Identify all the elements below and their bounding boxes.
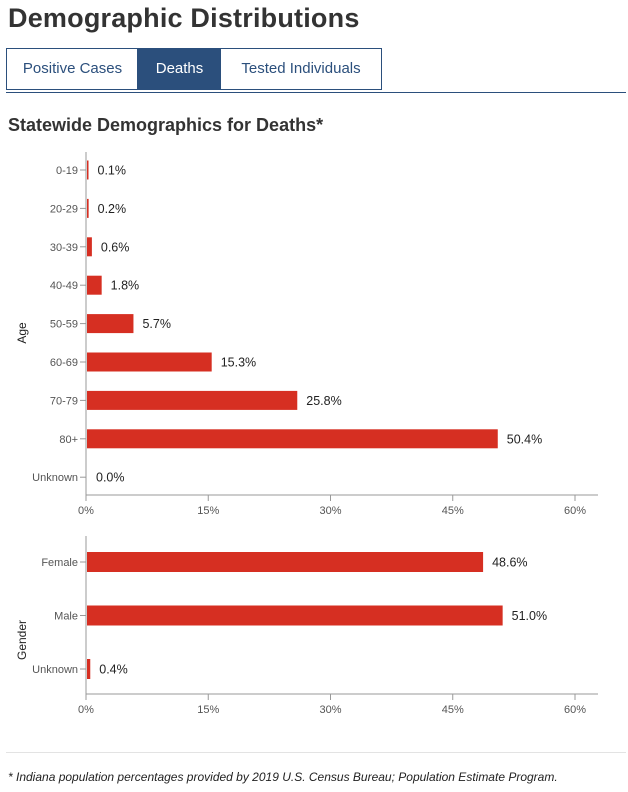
data-label: 50.4% <box>507 432 542 446</box>
bar <box>87 429 498 449</box>
category-label: Female <box>41 557 78 569</box>
age-chart: Age 0-19 0.1% 20-29 0.2% 30-39 0.6% 40-49 1.8% 50… <box>15 152 598 517</box>
footnote: * Indiana population percentages provide… <box>8 770 558 784</box>
category-label: 70-79 <box>50 395 78 407</box>
x-tick-label: 45% <box>442 505 464 517</box>
bar <box>87 237 92 257</box>
category-label: Male <box>54 611 78 623</box>
section-title: Statewide Demographics for Deaths* <box>8 115 324 135</box>
category-label: 20-29 <box>50 203 78 215</box>
x-tick-label: 60% <box>564 505 586 517</box>
tab-bar: Positive Cases Deaths Tested Individuals <box>6 48 626 93</box>
x-tick-label: 15% <box>197 505 219 517</box>
bar <box>87 352 212 372</box>
x-tick-label: 0% <box>78 704 94 716</box>
category-label: 40-49 <box>50 280 78 292</box>
x-tick-label: 30% <box>319 505 341 517</box>
gender-chart: Gender Female 48.6% Male 51.0% Unknown 0.4% 0% 1… <box>15 536 598 716</box>
bar <box>87 659 91 679</box>
tab-positive-cases[interactable]: Positive Cases <box>6 48 139 90</box>
x-tick-label: 60% <box>564 704 586 716</box>
bar <box>87 605 503 626</box>
data-label: 5.7% <box>142 317 171 331</box>
bar <box>87 390 298 410</box>
y-axis-title: Age <box>15 322 29 344</box>
bar <box>87 160 89 180</box>
data-label: 48.6% <box>492 556 527 570</box>
data-label: 1.8% <box>111 279 140 293</box>
data-label: 15.3% <box>221 356 256 370</box>
bar <box>87 552 484 572</box>
data-label: 25.8% <box>306 394 341 408</box>
data-label: 0.0% <box>96 471 125 485</box>
divider <box>6 752 626 753</box>
x-tick-label: 45% <box>442 704 464 716</box>
data-label: 51.0% <box>512 609 547 623</box>
data-label: 0.2% <box>98 202 127 216</box>
category-label: 50-59 <box>50 319 78 331</box>
bar <box>87 198 89 218</box>
x-tick-label: 30% <box>319 704 341 716</box>
category-label: 60-69 <box>50 357 78 369</box>
data-label: 0.4% <box>99 663 128 677</box>
x-tick-label: 0% <box>78 505 94 517</box>
category-label: 80+ <box>59 434 78 446</box>
y-axis-title: Gender <box>15 620 29 660</box>
tab-deaths[interactable]: Deaths <box>137 48 222 90</box>
tab-tested-individuals[interactable]: Tested Individuals <box>220 48 382 90</box>
bar <box>87 314 134 334</box>
category-label: Unknown <box>32 664 78 676</box>
category-label: Unknown <box>32 472 78 484</box>
x-tick-label: 15% <box>197 704 219 716</box>
page-title: Demographic Distributions <box>8 3 360 33</box>
data-label: 0.6% <box>101 240 130 254</box>
bar <box>87 275 102 295</box>
data-label: 0.1% <box>98 164 127 178</box>
category-label: 30-39 <box>50 242 78 254</box>
category-label: 0-19 <box>56 165 78 177</box>
demographics-charts: Age 0-19 0.1% 20-29 0.2% 30-39 0.6% 40-49 1.8% 50… <box>15 152 598 716</box>
